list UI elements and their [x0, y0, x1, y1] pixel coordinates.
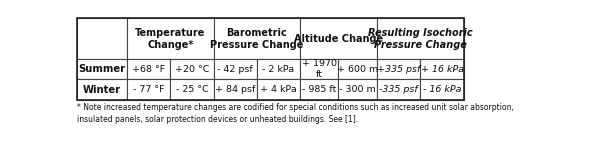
Bar: [127, 79, 170, 100]
Bar: [77, 79, 127, 100]
Text: Barometric
Pressure Change: Barometric Pressure Change: [210, 28, 304, 50]
Text: * Note increased temperature changes are codified for special conditions such as: * Note increased temperature changes are…: [77, 103, 514, 124]
Bar: [420, 79, 464, 100]
Text: - 2 kPa: - 2 kPa: [262, 65, 295, 74]
Bar: [214, 79, 257, 100]
Bar: [170, 79, 214, 100]
Text: Altitude Change: Altitude Change: [294, 34, 383, 44]
Text: -335 psf: -335 psf: [379, 85, 418, 94]
Bar: [214, 18, 300, 59]
Bar: [300, 79, 338, 100]
Text: Temperature
Change*: Temperature Change*: [135, 28, 206, 50]
Text: + 84 psf: + 84 psf: [215, 85, 256, 94]
Text: + 16 kPa: + 16 kPa: [421, 65, 464, 74]
Bar: [420, 59, 464, 79]
Text: + 4 kPa: + 4 kPa: [260, 85, 297, 94]
Text: - 77 °F: - 77 °F: [133, 85, 164, 94]
Text: - 16 kPa: - 16 kPa: [423, 85, 461, 94]
Text: + 1970
ft: + 1970 ft: [302, 59, 337, 79]
Bar: [170, 59, 214, 79]
Text: Resulting Isochoric
Pressure Change: Resulting Isochoric Pressure Change: [368, 28, 473, 50]
Bar: [377, 59, 420, 79]
Bar: [377, 79, 420, 100]
Bar: [338, 59, 377, 79]
Text: Winter: Winter: [83, 85, 121, 95]
Bar: [127, 18, 214, 59]
Text: - 42 psf: - 42 psf: [217, 65, 253, 74]
Text: - 985 ft: - 985 ft: [302, 85, 337, 94]
Text: +335 psf: +335 psf: [377, 65, 420, 74]
Text: + 600 m: + 600 m: [337, 65, 378, 74]
Bar: [300, 18, 377, 59]
Bar: [77, 59, 127, 79]
Text: - 25 °C: - 25 °C: [176, 85, 208, 94]
Bar: [377, 18, 464, 59]
Bar: [77, 18, 464, 100]
Bar: [214, 59, 257, 79]
Bar: [77, 18, 127, 59]
Bar: [300, 59, 338, 79]
Bar: [257, 79, 300, 100]
Text: +20 °C: +20 °C: [175, 65, 209, 74]
Bar: [127, 59, 170, 79]
Text: - 300 m: - 300 m: [339, 85, 376, 94]
Text: +68 °F: +68 °F: [132, 65, 165, 74]
Bar: [338, 79, 377, 100]
Bar: [257, 59, 300, 79]
Text: Summer: Summer: [79, 64, 126, 74]
